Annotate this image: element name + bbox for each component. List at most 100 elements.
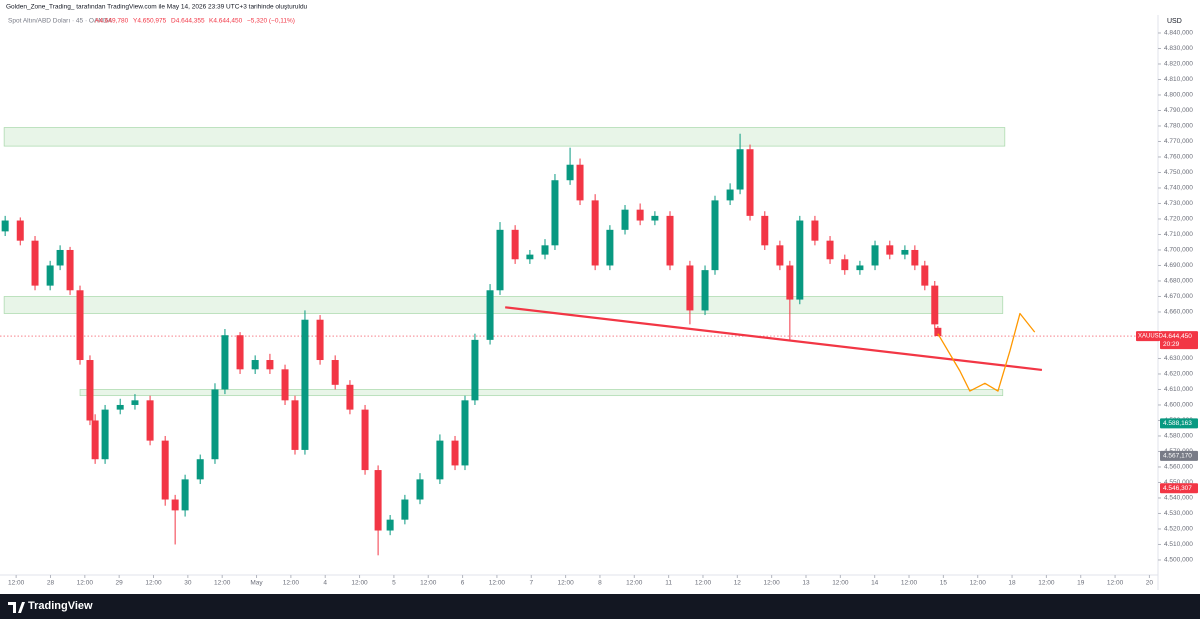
price-tag-label: 4.644,450 <box>1163 333 1192 340</box>
y-tick-label: 4.670,000 <box>1164 293 1193 300</box>
candle-body <box>636 209 644 221</box>
y-tick-label: 4.660,000 <box>1164 309 1193 316</box>
x-tick-label: 8 <box>598 580 602 587</box>
candle-body <box>76 290 84 361</box>
candle-body <box>91 420 99 460</box>
candle-body <box>316 319 324 361</box>
projection <box>937 312 1036 392</box>
x-tick-label: 6 <box>461 580 465 587</box>
x-tick-label: 12:00 <box>420 580 437 587</box>
candle-body <box>841 259 849 271</box>
y-tick-label: 4.520,000 <box>1164 526 1193 533</box>
axis-marker <box>1160 418 1198 429</box>
x-tick-label: 12:00 <box>626 580 643 587</box>
x-tick-label: 5 <box>392 580 396 587</box>
x-tick-label: 12:00 <box>764 580 781 587</box>
candle-body <box>146 400 154 441</box>
ohlc-value: K4.644,450 <box>209 18 243 25</box>
x-tick-label: 20 <box>1146 580 1154 587</box>
attribution: Golden_Zone_Trading_ tarafından TradingV… <box>6 4 308 11</box>
candle-body <box>701 270 709 311</box>
y-tick-label: 4.830,000 <box>1164 45 1193 52</box>
x-tick-label: 30 <box>184 580 192 587</box>
candle-body <box>461 400 469 466</box>
ohlc-value: A4.649,780 <box>95 18 129 25</box>
symbol-info: Spot Altın/ABD Doları · 45 · OANDA <box>8 18 113 25</box>
candle-body <box>746 149 754 216</box>
candle-body <box>346 384 354 410</box>
candle-body <box>591 200 599 266</box>
candle-body <box>436 440 444 480</box>
axis-marker-label: 4.567,170 <box>1163 453 1192 460</box>
ohlc-value: D4.644,355 <box>171 18 205 25</box>
x-tick-label: 11 <box>665 580 672 587</box>
candle-body <box>451 440 459 466</box>
candle-body <box>281 369 289 401</box>
y-tick-label: 4.600,000 <box>1164 402 1193 409</box>
y-tick-label: 4.560,000 <box>1164 464 1193 471</box>
candle-body <box>726 189 734 201</box>
candle-body <box>871 245 879 266</box>
y-tick-label: 4.780,000 <box>1164 123 1193 130</box>
candle-body <box>796 220 804 300</box>
y-tick-label: 4.540,000 <box>1164 495 1193 502</box>
candle-body <box>786 265 794 300</box>
candle-body <box>856 265 864 271</box>
candle-body <box>401 499 409 520</box>
y-tick-label: 4.840,000 <box>1164 30 1193 37</box>
x-tick-label: 14 <box>871 580 879 587</box>
candle-body <box>761 215 769 246</box>
x-tick-label: 12:00 <box>8 580 25 587</box>
y-tick-label: 4.740,000 <box>1164 185 1193 192</box>
x-tick-label: 12:00 <box>557 580 574 587</box>
candle-body <box>66 249 74 291</box>
y-tick-label: 4.770,000 <box>1164 138 1193 145</box>
x-tick-label: 12:00 <box>695 580 712 587</box>
price-tag <box>1160 331 1198 350</box>
y-tick-label: 4.620,000 <box>1164 371 1193 378</box>
brand: TradingView <box>28 600 93 612</box>
axis-marker <box>1160 450 1198 461</box>
x-tick-label: 12:00 <box>832 580 849 587</box>
x-tick-label: 15 <box>940 580 948 587</box>
candle-body <box>526 254 534 260</box>
candle-body <box>551 180 559 246</box>
y-tick-label: 4.530,000 <box>1164 510 1193 517</box>
candle-body <box>46 265 54 286</box>
candle-body <box>811 220 819 241</box>
candle-body <box>131 400 139 405</box>
y-tick-label: 4.680,000 <box>1164 278 1193 285</box>
candle-body <box>374 470 382 531</box>
candle-body <box>486 290 494 340</box>
candle-body <box>826 240 834 260</box>
axis-marker-label: 4.588,163 <box>1163 420 1192 427</box>
candle-body <box>101 409 109 460</box>
candle-body <box>181 479 189 511</box>
symbol-tag <box>1136 331 1160 342</box>
x-tick-label: 29 <box>116 580 124 587</box>
y-tick-label: 4.810,000 <box>1164 76 1193 83</box>
y-tick-label: 4.510,000 <box>1164 541 1193 548</box>
candle-body <box>331 360 339 385</box>
candle-body <box>211 389 219 460</box>
x-tick-label: 28 <box>47 580 55 587</box>
x-tick-label: 12:00 <box>351 580 368 587</box>
candle-body <box>606 229 614 266</box>
candle-body <box>16 220 24 241</box>
candle-body <box>116 404 124 410</box>
candle-body <box>31 240 39 286</box>
x-tick-label: 12:00 <box>901 580 918 587</box>
y-tick-label: 4.750,000 <box>1164 169 1193 176</box>
logo <box>8 602 25 613</box>
x-tick-label: 12:00 <box>489 580 506 587</box>
y-tick-label: 4.710,000 <box>1164 231 1193 238</box>
candle-body <box>251 360 259 370</box>
change: −5,320 (−0,11%) <box>247 18 295 25</box>
x-tick-label: 12:00 <box>145 580 162 587</box>
candle-body <box>161 440 169 500</box>
y-tick-label: 4.580,000 <box>1164 433 1193 440</box>
candle-body <box>291 400 299 450</box>
y-tick-label: 4.630,000 <box>1164 355 1193 362</box>
